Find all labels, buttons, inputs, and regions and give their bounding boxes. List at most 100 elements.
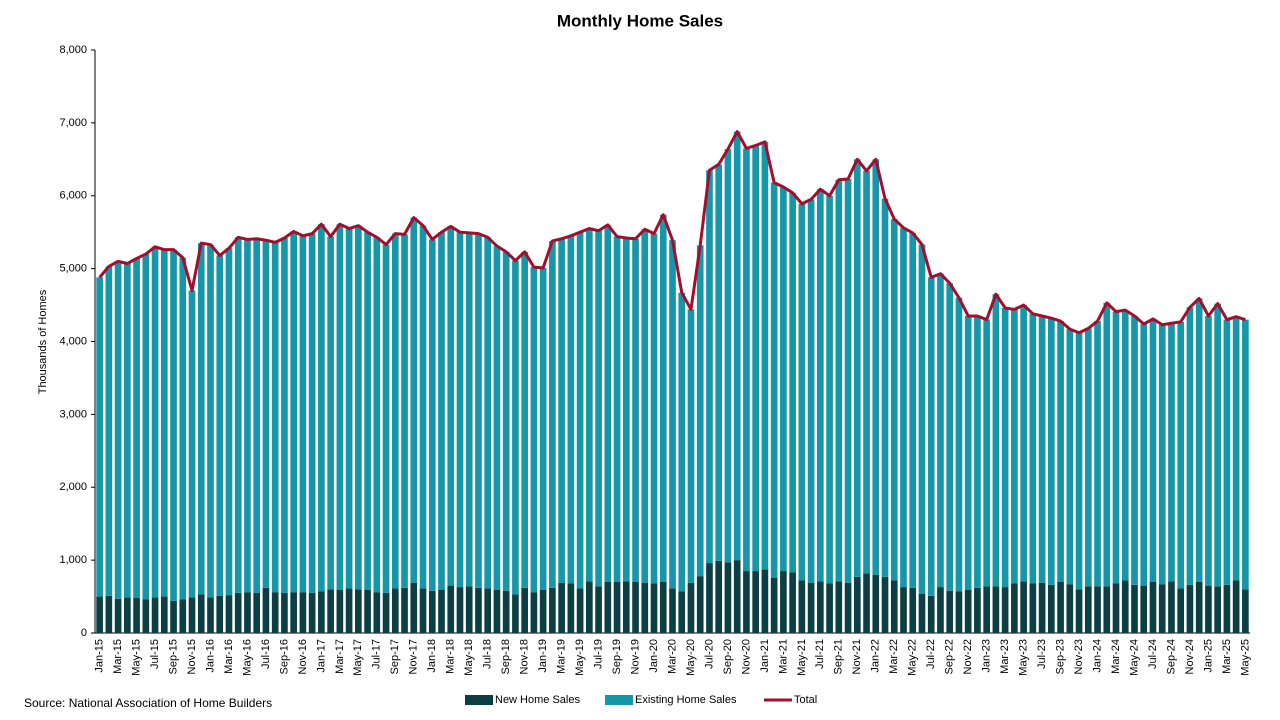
x-tick-label: May-16 <box>241 639 253 676</box>
bar-segment <box>124 597 131 633</box>
x-tick-label: Jul-18 <box>482 639 494 669</box>
bar-segment <box>632 238 639 582</box>
x-tick-label: Mar-15 <box>112 639 124 674</box>
bar-segment <box>493 246 501 591</box>
bar-segment <box>715 164 723 561</box>
x-tick-label: Jan-23 <box>981 639 993 673</box>
bar-segment <box>419 225 427 589</box>
bar-segment <box>281 238 288 593</box>
bar-segment <box>992 586 1000 633</box>
bar-segment <box>142 254 150 600</box>
bar-segment <box>918 593 926 633</box>
bar-segment <box>391 233 399 589</box>
bar-segment <box>1232 316 1240 581</box>
bar-segment <box>1149 581 1157 633</box>
bar-segment <box>687 582 695 633</box>
x-tick-label: Jan-18 <box>426 639 438 673</box>
bar-segment <box>345 228 353 589</box>
bar-segment <box>752 145 759 572</box>
bar-segment <box>789 572 796 633</box>
bar-segment <box>761 569 769 633</box>
x-tick-label: Jul-15 <box>149 639 161 669</box>
x-tick-label: Sep-15 <box>167 639 179 674</box>
bar-segment <box>586 228 593 582</box>
bar-segment <box>900 227 907 588</box>
bar-segment <box>974 587 981 633</box>
x-tick-label: Sep-23 <box>1054 639 1066 674</box>
legend-label: Total <box>794 694 817 706</box>
bar-segment <box>724 149 732 563</box>
bar-segment <box>909 587 917 633</box>
bar-segment <box>853 159 861 577</box>
bar-segment <box>1075 589 1083 633</box>
bar-segment <box>733 560 741 633</box>
y-tick-label: 2,000 <box>59 481 87 493</box>
bar-segment <box>890 580 898 633</box>
y-tick-label: 7,000 <box>59 117 87 129</box>
bar-segment <box>595 230 602 587</box>
bar-segment <box>1057 581 1064 633</box>
bar-segment <box>1103 302 1111 587</box>
bar-segment <box>290 231 297 593</box>
bar-segment <box>558 238 565 583</box>
bar-segment <box>780 187 787 572</box>
x-tick-label: Nov-20 <box>740 639 752 674</box>
bar-segment <box>336 224 344 591</box>
bar-segment <box>160 596 168 633</box>
bar-segment <box>724 562 732 633</box>
x-tick-label: Jan-17 <box>315 639 327 673</box>
x-tick-label: Jul-24 <box>1147 639 1159 669</box>
bar-segment <box>1195 298 1203 582</box>
y-tick-label: 3,000 <box>59 408 87 420</box>
bar-segment <box>364 232 371 591</box>
bar-segment <box>262 587 270 633</box>
bar-segment <box>253 238 261 593</box>
bar-segment <box>160 249 168 597</box>
bar-segment <box>539 267 547 591</box>
bar-segment <box>752 571 759 633</box>
x-tick-label: Jan-19 <box>537 639 549 673</box>
bar-segment <box>539 590 547 633</box>
bar-segment <box>659 581 667 633</box>
x-tick-label: May-23 <box>1018 639 1030 676</box>
bar-segment <box>391 588 399 633</box>
bar-segment <box>1020 581 1027 633</box>
bar-segment <box>1140 324 1148 586</box>
x-tick-label: Jan-25 <box>1202 639 1214 673</box>
bar-segment <box>743 571 750 633</box>
bar-segment <box>410 582 418 633</box>
bar-segment <box>974 315 981 588</box>
bar-segment <box>484 237 492 589</box>
bar-segment <box>964 315 972 591</box>
y-tick-label: 6,000 <box>59 190 87 202</box>
x-tick-label: Nov-22 <box>962 639 974 674</box>
x-tick-label: Mar-20 <box>666 639 678 674</box>
bar-segment <box>863 170 870 574</box>
bar-segment <box>401 234 408 588</box>
x-tick-label: Sep-19 <box>611 639 623 674</box>
x-tick-label: Jan-21 <box>759 639 771 673</box>
bar-segment <box>96 277 103 597</box>
x-tick-label: Mar-21 <box>777 639 789 674</box>
bar-segment <box>632 581 639 633</box>
bar-segment <box>234 592 242 633</box>
legend-swatch <box>605 695 633 705</box>
bar-segment <box>1057 321 1064 582</box>
bar-segment <box>216 255 224 596</box>
bar-segment <box>918 244 926 594</box>
bar-segment <box>512 260 519 595</box>
x-tick-label: Mar-24 <box>1110 639 1122 674</box>
bar-segment <box>567 235 575 584</box>
bar-segment <box>281 592 288 633</box>
bar-segment <box>817 189 824 582</box>
bar-segment <box>835 581 843 633</box>
bar-segment <box>1242 589 1249 633</box>
chart-title: Monthly Home Sales <box>557 11 723 30</box>
x-tick-label: Sep-18 <box>500 639 512 674</box>
bar-segment <box>465 232 473 587</box>
bar-segment <box>484 588 492 633</box>
bar-segment <box>512 594 519 633</box>
bar-segment <box>382 244 390 593</box>
bar-segment <box>502 251 510 591</box>
